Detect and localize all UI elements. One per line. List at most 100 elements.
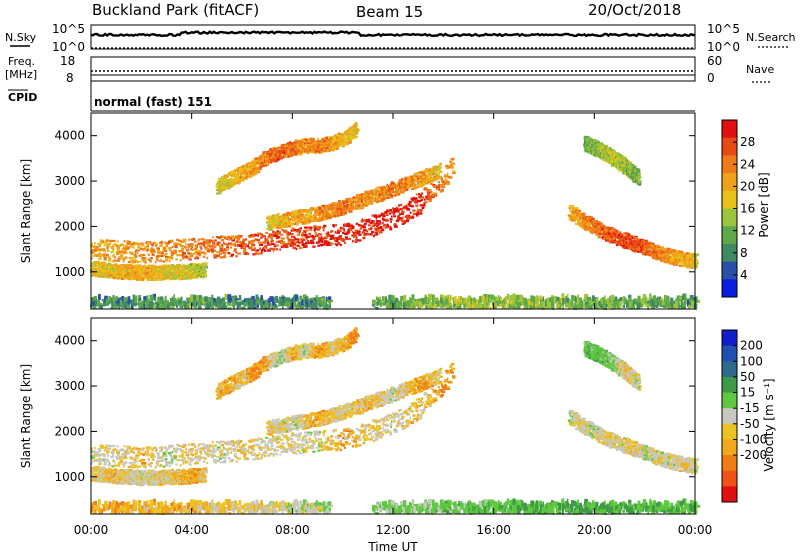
power-echo-cell — [394, 223, 397, 226]
power-echo-cell — [204, 274, 207, 277]
power-echo-cell — [321, 240, 324, 243]
power-echo-cell — [382, 215, 386, 218]
power-echo-cell — [226, 243, 230, 246]
power-echo-cell — [386, 224, 389, 228]
power-echo-cell — [129, 245, 133, 248]
power-echo-cell — [129, 264, 133, 267]
power-echo-cell — [267, 249, 271, 252]
power-echo-cell — [154, 261, 157, 264]
power-echo-cell — [422, 206, 425, 209]
power-echo-cell — [111, 250, 115, 253]
power-echo-cell — [164, 275, 167, 278]
power-echo-cell — [301, 233, 305, 236]
power-echo-cell — [149, 257, 152, 260]
nsearch-tick-top: 10^5 — [707, 22, 740, 36]
power-echo-cell — [187, 251, 189, 254]
power-echo-cell — [141, 266, 145, 269]
power-echo-cell — [250, 246, 253, 249]
power-echo-cell — [206, 256, 209, 260]
power-echo-cell — [299, 241, 302, 244]
power-echo-cell — [227, 252, 231, 255]
power-echo-cell — [368, 196, 372, 199]
power-echo-cell — [104, 241, 108, 244]
power-echo-cell — [428, 200, 432, 203]
power-echo-cell — [175, 277, 177, 280]
power-echo-cell — [203, 270, 206, 273]
power-echo-cell — [90, 251, 94, 255]
power-echo-cell — [450, 162, 454, 165]
power-echo-cell — [239, 176, 243, 179]
power-echo-cell — [252, 239, 256, 242]
power-echo-cell — [387, 210, 390, 213]
power-echo-cell — [280, 245, 283, 249]
power-echo-cell — [90, 250, 94, 253]
power-echo-cell — [289, 244, 292, 247]
power-echo-cell — [96, 254, 98, 258]
freq-frame — [90, 56, 696, 82]
power-echo-cell — [212, 243, 216, 246]
power-echo-cell — [148, 264, 152, 267]
power-echo-cell — [364, 200, 367, 203]
power-echo-cell — [408, 204, 413, 207]
power-echo-cell — [305, 211, 310, 214]
power-echo-cell — [391, 215, 393, 218]
power-echo-cell — [404, 176, 407, 179]
power-echo-cell — [108, 257, 112, 260]
power-echo-cell — [229, 183, 232, 186]
power-echo-cell — [293, 228, 297, 231]
power-echo-cell — [137, 261, 139, 264]
power-echo-cell — [264, 244, 267, 247]
power-echo-cell — [384, 211, 387, 214]
power-echo-cell — [341, 134, 344, 137]
power-echo-cell — [127, 240, 130, 243]
power-echo-cell — [138, 243, 142, 246]
power-echo-cell — [150, 242, 152, 245]
power-echo-cell — [116, 275, 119, 278]
power-echo-cell — [102, 249, 106, 252]
power-echo-cell — [375, 217, 378, 220]
nave-tick-bottom: 0 — [707, 71, 715, 85]
power-echo-cell — [230, 235, 235, 238]
power-echo-cell — [235, 240, 239, 243]
power-echo-cell — [134, 272, 137, 275]
power-echo-cell — [338, 229, 342, 232]
power-echo-cell — [110, 239, 113, 242]
power-echo-cell — [438, 167, 441, 170]
power-echo-cell — [261, 234, 265, 237]
power-echo-cell — [127, 242, 130, 245]
power-echo-cell — [212, 242, 216, 245]
power-echo-cell — [235, 251, 238, 254]
power-echo-cell — [276, 226, 279, 229]
power-echo-cell — [144, 272, 149, 275]
power-echo-cell — [404, 215, 407, 218]
power-echo-cell — [337, 242, 341, 245]
power-echo-cell — [261, 251, 263, 254]
power-echo-cell — [291, 229, 295, 232]
power-echo-cell — [304, 217, 307, 220]
power-echo-cell — [291, 241, 294, 244]
power-echo-cell — [214, 254, 217, 257]
power-echo-cell — [318, 236, 322, 239]
power-echo-cell — [118, 256, 122, 259]
power-echo-cell — [197, 239, 200, 243]
power-echo-cell — [427, 191, 431, 195]
power-echo-cell — [230, 243, 234, 246]
power-echo-cell — [383, 188, 386, 191]
power-echo-cell — [273, 234, 277, 237]
power-echo-cell — [160, 243, 163, 246]
power-echo-cell — [307, 241, 311, 244]
power-echo-cell — [331, 140, 334, 143]
power-echo-cell — [403, 206, 407, 209]
power-echo-cell — [265, 231, 268, 234]
power-echo-cell — [241, 242, 245, 246]
power-echo-cell — [218, 236, 222, 239]
power-echo-cell — [134, 259, 138, 262]
power-echo-cell — [439, 190, 444, 193]
power-echo-cell — [212, 240, 215, 243]
power-echo-cell — [205, 239, 207, 242]
power-echo-cell — [156, 255, 159, 258]
power-echo-cell — [282, 244, 287, 247]
cpid-text: normal (fast) 151 — [94, 95, 212, 109]
power-echo-cell — [324, 236, 329, 239]
power-echo-cell — [272, 248, 276, 251]
